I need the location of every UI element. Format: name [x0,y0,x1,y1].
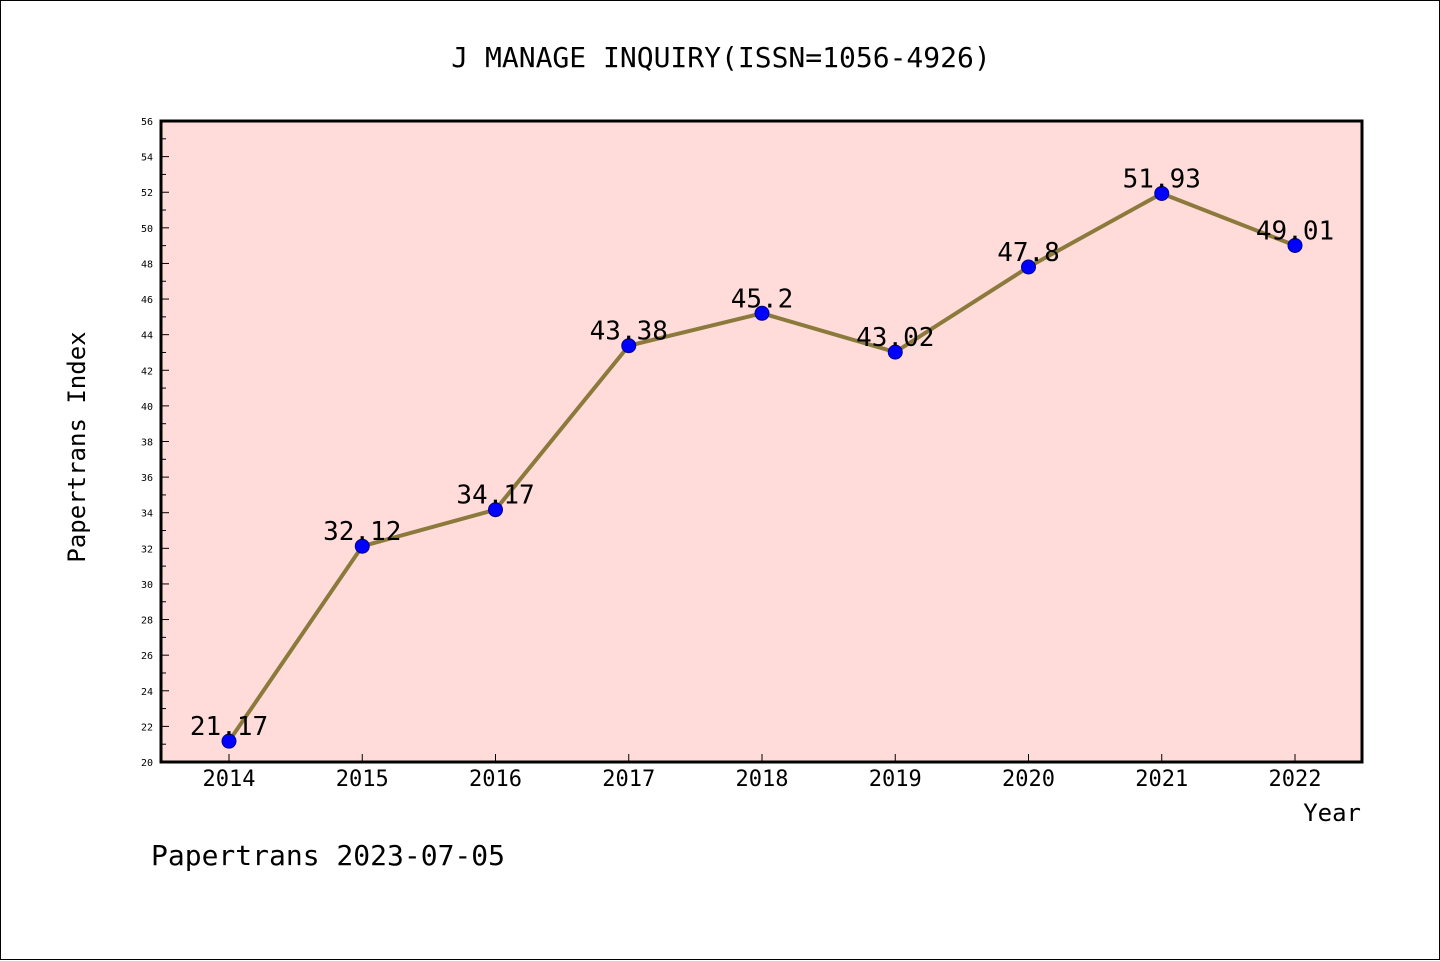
data-label: 32.12 [323,517,401,547]
y-tick-label: 46 [141,295,153,306]
data-label: 47.8 [997,238,1060,268]
y-tick-label: 22 [141,722,153,733]
y-tick-label: 42 [141,366,153,377]
data-point [354,538,370,554]
data-label: 49.01 [1256,216,1334,246]
x-tick-label: 2018 [736,767,789,792]
data-label: 45.2 [731,284,794,314]
data-labels: 21.17 32.12 34.17 43.38 45.2 43.02 47.8 51.93 49… [190,164,1334,742]
data-point [221,733,237,749]
x-tick-label: 2022 [1269,767,1322,792]
data-label: 43.38 [590,317,668,347]
y-tick-label: 30 [141,580,153,591]
y-axis-label: Papertrans Index [63,331,91,562]
y-tick-label: 48 [141,259,153,270]
data-point [754,305,770,321]
y-tick-label: 32 [141,544,153,555]
data-point [887,344,903,360]
footer-text: Papertrans 2023-07-05 [151,839,505,872]
data-label: 34.17 [456,481,534,511]
x-tick-label: 2014 [203,767,256,792]
chart-title: J MANAGE INQUIRY(ISSN=1056-4926) [451,41,990,74]
x-tick-label: 2019 [869,767,922,792]
data-point [1021,259,1036,275]
y-tick-label: 20 [141,758,153,769]
y-tick-label: 56 [141,117,153,128]
y-tick-label: 52 [141,188,153,199]
data-point [621,338,637,354]
y-tick-label: 24 [141,687,153,698]
x-tick-label: 2016 [469,767,522,792]
y-tick-label: 54 [141,153,153,164]
y-tick-label: 28 [141,616,153,627]
series-markers [221,185,1303,749]
data-point [1154,185,1170,201]
y-tick-label: 50 [141,224,153,235]
data-label: 51.93 [1123,164,1201,194]
x-axis-label: Year [1303,799,1361,827]
y-tick-label: 40 [141,402,153,413]
y-tick-label: 26 [141,651,153,662]
x-tick-label: 2015 [336,767,389,792]
x-tick-label: 2020 [1002,767,1055,792]
data-label: 21.17 [190,712,268,742]
data-point [488,502,503,518]
plot-area [161,121,1362,762]
data-point [1287,237,1303,253]
y-tick-label: 36 [141,473,153,484]
y-tick-label: 38 [141,438,153,449]
y-tick-label: 44 [141,331,153,342]
plot-border [159,119,1364,764]
x-axis-ticks: 2014 2015 2016 2017 2018 2019 2020 2021 2022 [203,754,1322,792]
y-axis-ticks: 20 22 24 26 28 30 32 34 36 38 40 42 44 46 48 50 52 54 56 [141,117,169,769]
x-tick-label: 2017 [602,767,655,792]
x-tick-label: 2021 [1135,767,1188,792]
y-tick-label: 34 [141,509,153,520]
data-label: 43.02 [856,323,934,353]
